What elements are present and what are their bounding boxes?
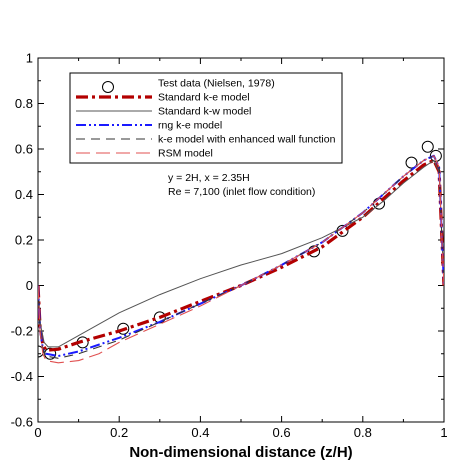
y-tick-label: -0.6 bbox=[11, 415, 33, 430]
y-tick-label: -0.4 bbox=[11, 369, 33, 384]
legend-label-test-data-nielsen-1978: Test data (Nielsen, 1978) bbox=[158, 78, 275, 90]
x-axis-title: Non-dimensional distance (z/H) bbox=[129, 444, 352, 461]
legend-marker-test-data-nielsen-1978 bbox=[102, 81, 114, 93]
series-line-standard-k-w-model bbox=[38, 159, 444, 348]
legend-label-rng-k-e-model: rng k-e model bbox=[158, 120, 222, 132]
data-point-test-data-nielsen-1978 bbox=[117, 322, 130, 335]
x-tick-label: 0.4 bbox=[191, 425, 209, 440]
y-tick-label: 1 bbox=[26, 51, 33, 66]
plot-area bbox=[38, 140, 444, 364]
annotation-text: Re = 7,100 (inlet flow condition) bbox=[168, 186, 315, 198]
data-point-test-data-nielsen-1978 bbox=[405, 156, 418, 169]
annotation-text: y = 2H, x = 2.35H bbox=[168, 172, 250, 184]
x-tick-label: 0.8 bbox=[354, 425, 372, 440]
data-point-test-data-nielsen-1978 bbox=[421, 140, 434, 153]
y-tick-label: 0.8 bbox=[15, 96, 33, 111]
y-tick-label: 0.4 bbox=[15, 187, 33, 202]
y-tick-label: 0.2 bbox=[15, 233, 33, 248]
legend-label-rsm-model: RSM model bbox=[158, 148, 213, 160]
legend-label-standard-k-e-model: Standard k-e model bbox=[158, 92, 250, 104]
y-tick-label: 0.6 bbox=[15, 142, 33, 157]
y-tick-label: -0.2 bbox=[11, 324, 33, 339]
x-tick-label: 0.6 bbox=[273, 425, 291, 440]
series-line-rsm-model bbox=[38, 155, 444, 364]
y-tick-label: 0 bbox=[26, 278, 33, 293]
x-tick-label: 0.2 bbox=[110, 425, 128, 440]
x-tick-label: 0 bbox=[34, 425, 41, 440]
data-point-test-data-nielsen-1978 bbox=[308, 245, 321, 258]
legend-box bbox=[69, 72, 343, 164]
legend-label-standard-k-w-model: Standard k-w model bbox=[158, 106, 251, 118]
legend-label-k-e-model-with-enhanced-wall-function: k-e model with enhanced wall function bbox=[158, 134, 336, 146]
x-tick-label: 1 bbox=[440, 425, 447, 440]
